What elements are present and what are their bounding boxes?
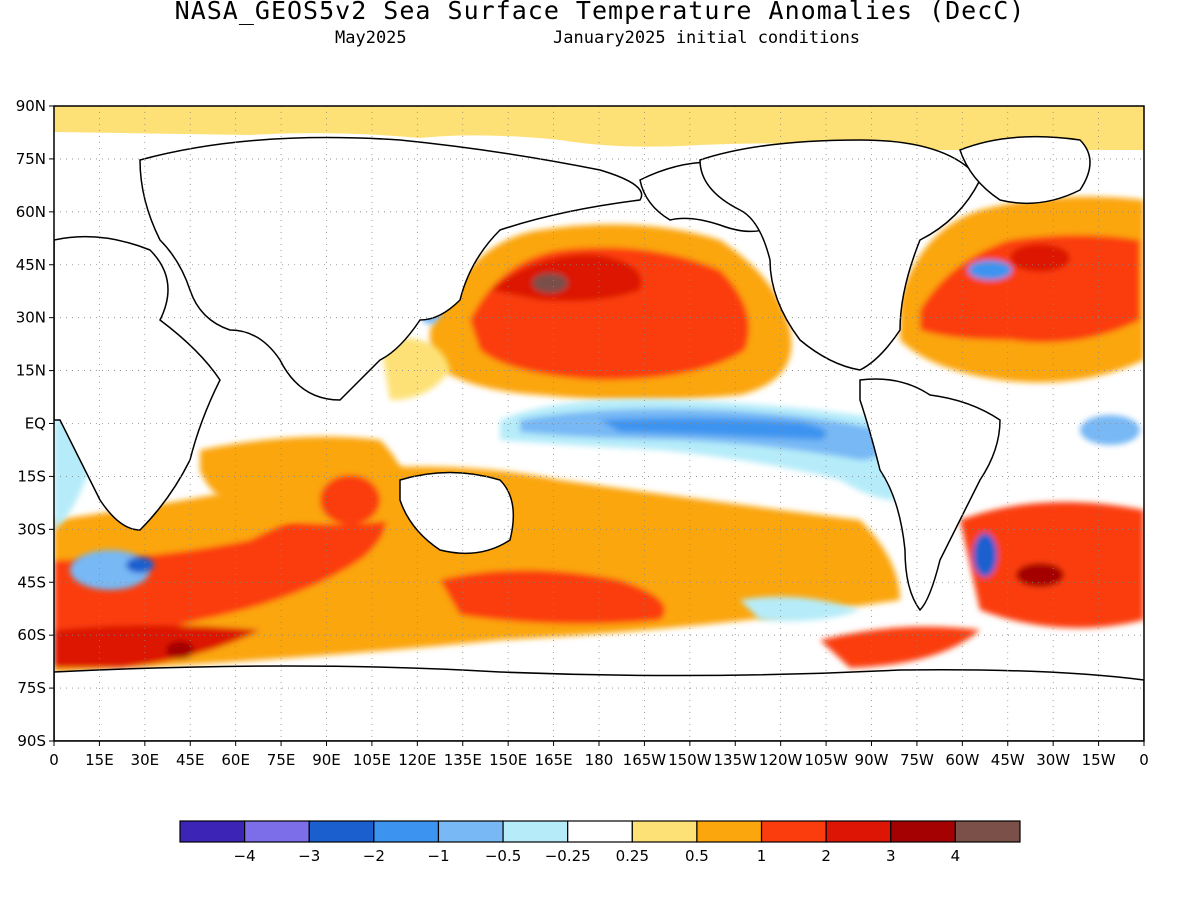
legend-swatch <box>760 820 827 843</box>
lat-label: 15S <box>17 467 46 485</box>
lat-label: 60N <box>16 203 46 221</box>
lon-label: 0 <box>49 751 59 769</box>
lon-label: 60W <box>945 751 979 769</box>
latitude-axis: 90N 75N 60N 45N 30N 15N EQ 15S 30S 45S 60S 75S 90S <box>16 97 54 750</box>
lat-label: 45S <box>17 573 46 591</box>
initial-conditions: January2025 initial conditions <box>553 28 861 48</box>
arctic-warm-patch <box>54 106 1144 150</box>
legend-swatch <box>308 820 375 843</box>
lon-label: 15W <box>1082 751 1116 769</box>
lon-label: 165W <box>623 751 667 769</box>
legend-swatch <box>179 820 246 843</box>
lon-label: 60E <box>221 751 250 769</box>
longitude-axis: 0 15E 30E 45E 60E 75E 90E 105E 120E 135E 150E 165E 1… <box>49 741 1149 769</box>
lon-label: 45E <box>176 751 205 769</box>
eurasia <box>139 136 643 401</box>
lon-label: 150E <box>489 751 527 769</box>
legend-swatch <box>373 820 440 843</box>
legend-label: −0.25 <box>545 847 591 865</box>
lat-label: 30N <box>16 309 46 327</box>
legend-swatch <box>502 820 569 843</box>
lon-label: 120W <box>759 751 803 769</box>
legend-label: −0.5 <box>485 847 521 865</box>
lon-label: 45W <box>991 751 1025 769</box>
legend-label: 0.5 <box>685 847 709 865</box>
legend-label: 2 <box>821 847 831 865</box>
legend-swatch <box>567 820 633 843</box>
lon-label: 150W <box>668 751 712 769</box>
anomaly-field <box>54 106 1144 741</box>
lon-label: 75W <box>900 751 934 769</box>
lon-label: 30E <box>131 751 160 769</box>
lon-label: 15E <box>85 751 114 769</box>
legend-swatch <box>631 820 698 843</box>
forecast-month: May2025 <box>335 28 407 48</box>
chart-title: NASA_GEOS5v2 Sea Surface Temperature Ano… <box>174 0 1026 25</box>
legend-label: 4 <box>951 847 961 865</box>
south-america <box>859 378 1001 612</box>
north-atlantic-warm <box>900 196 1144 383</box>
legend-label: −2 <box>363 847 385 865</box>
lat-label: EQ <box>25 415 46 433</box>
lon-label: 180 <box>585 751 614 769</box>
lon-label: 120E <box>398 751 436 769</box>
lat-label: 90S <box>17 732 46 750</box>
land-masses <box>54 135 1144 741</box>
legend-swatch <box>825 820 892 843</box>
equatorial-pacific-cool <box>500 399 913 501</box>
lon-label: 105W <box>804 751 848 769</box>
lat-label: 15N <box>16 362 46 380</box>
lat-label: 60S <box>17 626 46 644</box>
legend-label: 3 <box>886 847 896 865</box>
north-america <box>699 139 981 371</box>
lon-label: 90E <box>312 751 341 769</box>
lon-label: 135W <box>714 751 758 769</box>
lon-label: 135E <box>444 751 482 769</box>
lat-label: 75S <box>17 679 46 697</box>
lat-label: 90N <box>16 97 46 115</box>
color-legend: −4 −3 −2 −1 −0.5 −0.25 0.25 0.5 1 2 3 4 <box>179 820 1021 865</box>
lon-label: 0 <box>1139 751 1149 769</box>
legend-label: 0.25 <box>616 847 649 865</box>
legend-label: −1 <box>427 847 449 865</box>
southern-ocean-warm <box>54 466 1144 672</box>
legend-label: 1 <box>757 847 767 865</box>
lat-label: 75N <box>16 150 46 168</box>
legend-label: −4 <box>234 847 256 865</box>
legend-swatch <box>696 820 763 843</box>
africa <box>54 235 221 531</box>
north-pacific-warm <box>430 224 792 400</box>
lon-label: 105E <box>353 751 391 769</box>
australia <box>399 471 515 555</box>
lat-label: 30S <box>17 520 46 538</box>
antarctica <box>54 665 1144 741</box>
legend-label: −3 <box>298 847 320 865</box>
legend-swatch <box>437 820 504 843</box>
lon-label: 165E <box>535 751 573 769</box>
legend-swatch <box>244 820 310 843</box>
greenland <box>959 135 1091 205</box>
legend-swatch <box>954 820 1021 843</box>
lon-label: 90W <box>855 751 889 769</box>
lon-label: 75E <box>267 751 296 769</box>
legend-swatch <box>890 820 956 843</box>
indian-ocean-warm <box>200 338 450 525</box>
lat-label: 45N <box>16 256 46 274</box>
lon-label: 30W <box>1036 751 1070 769</box>
